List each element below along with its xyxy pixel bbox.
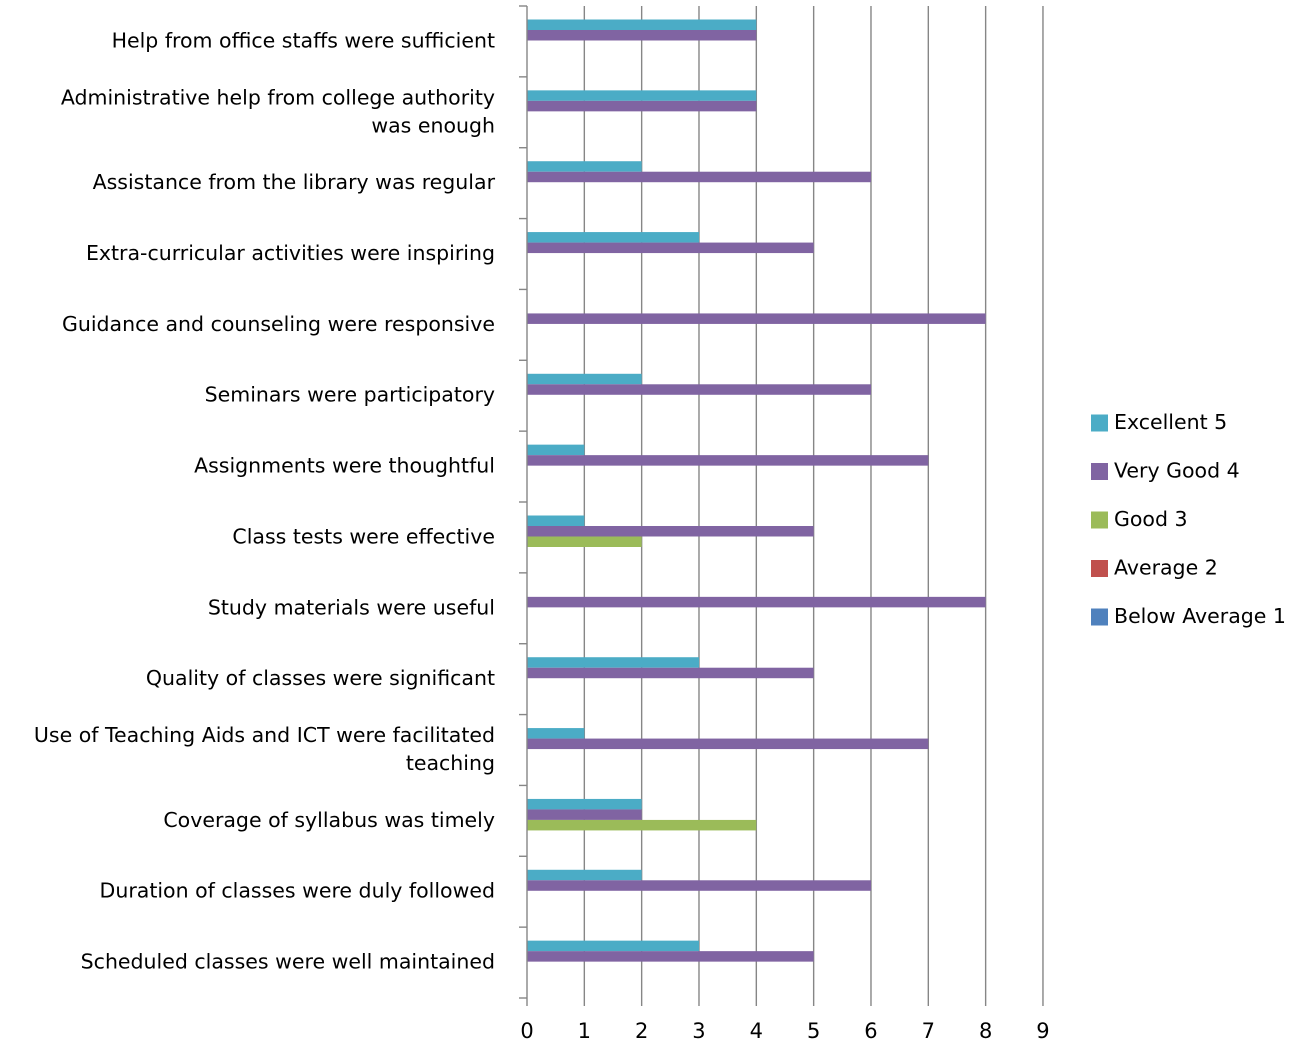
bar: [527, 870, 642, 881]
legend-label: Average 2: [1114, 556, 1218, 580]
bar: [527, 951, 814, 962]
bar: [527, 526, 814, 537]
bar: [527, 445, 584, 456]
bar: [527, 232, 699, 243]
x-tick-label: 3: [692, 1019, 705, 1043]
category-label: Use of Teaching Aids and ICT were facili…: [34, 723, 495, 775]
legend-item: Good 3: [1091, 507, 1188, 531]
category-label: Assistance from the library was regular: [93, 170, 496, 194]
legend-label: Excellent 5: [1114, 410, 1227, 434]
category-label: Duration of classes were duly followed: [100, 879, 495, 903]
legend-item: Excellent 5: [1091, 410, 1227, 434]
bar: [527, 313, 986, 324]
x-tick-label: 6: [864, 1019, 877, 1043]
bar: [527, 30, 756, 41]
x-tick-label: 4: [750, 1019, 763, 1043]
category-label: Assignments were thoughtful: [194, 454, 495, 478]
bar: [527, 537, 642, 548]
bar: [527, 941, 699, 952]
category-label: Coverage of syllabus was timely: [163, 808, 495, 832]
x-tick-label: 0: [520, 1019, 533, 1043]
bar: [527, 516, 584, 527]
legend-swatch: [1091, 560, 1108, 577]
legend-label: Very Good 4: [1114, 459, 1240, 483]
legend-swatch: [1091, 609, 1108, 626]
bar: [527, 243, 814, 254]
legend-label: Below Average 1: [1114, 604, 1286, 628]
bar: [527, 739, 928, 750]
x-tick-label: 1: [578, 1019, 591, 1043]
legend: Excellent 5 Very Good 4 Good 3 Average 2 Bel…: [1091, 410, 1286, 628]
legend-label: Good 3: [1114, 507, 1188, 531]
category-label: Quality of classes were significant: [146, 666, 495, 690]
x-tick-label: 2: [635, 1019, 648, 1043]
category-label: Help from office staffs were sufficient: [112, 28, 495, 52]
category-label: Extra-curricular activities were inspiri…: [86, 241, 495, 265]
category-label: Administrative help from college authori…: [61, 85, 495, 137]
legend-swatch: [1091, 463, 1108, 480]
bar: [527, 374, 642, 385]
x-tick-label: 5: [807, 1019, 820, 1043]
x-tick-label: 9: [1036, 1019, 1049, 1043]
bar: [527, 809, 642, 820]
axes: [519, 6, 1043, 1006]
gridlines: [584, 6, 1043, 998]
bar: [527, 172, 871, 183]
category-label: Scheduled classes were well maintained: [81, 950, 495, 974]
bar: [527, 101, 756, 112]
bar: [527, 668, 814, 679]
x-tick-labels: 0 1 2 3 4 5 6 7 8 9: [520, 1019, 1049, 1043]
bar: [527, 161, 642, 172]
bar: [527, 657, 699, 668]
bar: [527, 728, 584, 739]
bar: [527, 455, 928, 466]
bar: [527, 20, 756, 31]
legend-item: Average 2: [1091, 556, 1218, 580]
bar: [527, 90, 756, 101]
legend-item: Below Average 1: [1091, 604, 1286, 628]
category-labels: Help from office staffs were sufficient A…: [34, 28, 496, 973]
x-tick-label: 8: [979, 1019, 992, 1043]
bar: [527, 880, 871, 891]
legend-swatch: [1091, 415, 1108, 432]
category-label: Study materials were useful: [208, 595, 495, 619]
category-label: Class tests were effective: [232, 524, 495, 548]
bar: [527, 820, 756, 831]
category-label: Guidance and counseling were responsive: [62, 312, 495, 336]
bar: [527, 384, 871, 395]
legend-swatch: [1091, 512, 1108, 529]
x-tick-label: 7: [922, 1019, 935, 1043]
bar: [527, 597, 986, 608]
category-label: Seminars were participatory: [205, 383, 495, 407]
bar: [527, 799, 642, 810]
legend-item: Very Good 4: [1091, 459, 1240, 483]
